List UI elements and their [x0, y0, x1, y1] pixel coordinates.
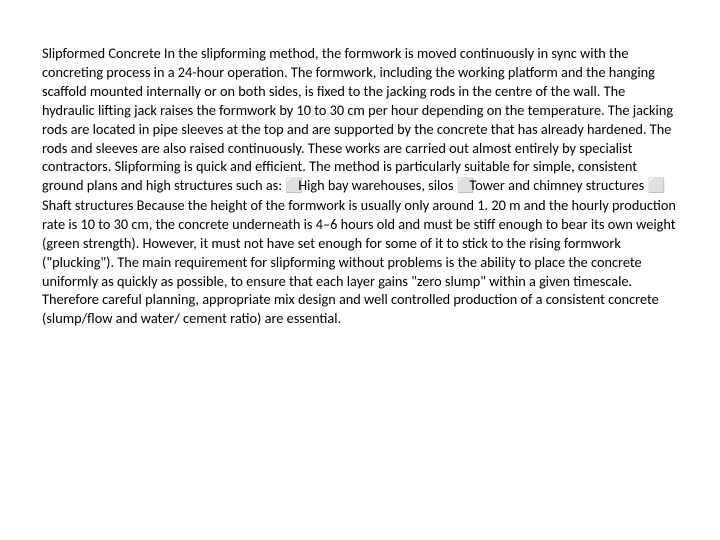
text-segment-item-2: Tower and chimney structures: [470, 176, 648, 194]
bullet-glyph-icon: ⬜: [285, 177, 298, 196]
text-segment-rest: Shaft structures Because the height of t…: [42, 196, 676, 327]
body-paragraph: Slipformed Concrete In the slipforming m…: [42, 44, 678, 328]
text-segment-item-1: High bay warehouses, silos: [298, 176, 456, 194]
bullet-glyph-icon: ⬜: [648, 177, 661, 196]
document-page: Slipformed Concrete In the slipforming m…: [0, 0, 720, 540]
bullet-glyph-icon: ⬜: [457, 177, 470, 196]
text-segment-intro: Slipformed Concrete In the slipforming m…: [42, 44, 673, 194]
